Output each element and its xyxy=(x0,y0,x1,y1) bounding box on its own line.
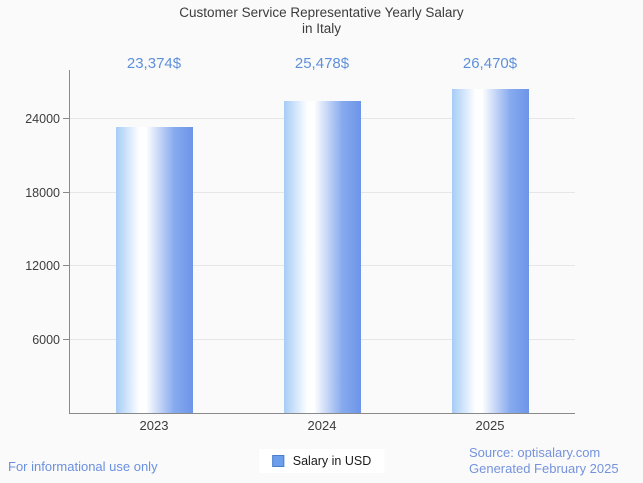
y-axis-tick xyxy=(63,265,69,266)
legend-label: Salary in USD xyxy=(292,454,372,468)
x-axis-label-2023: 2023 xyxy=(139,418,169,433)
chart-title-line1: Customer Service Representative Yearly S… xyxy=(179,5,464,20)
bar-value-label-2024: 25,478$ xyxy=(294,55,350,72)
y-axis-label: 18000 xyxy=(25,185,60,200)
y-axis-label: 24000 xyxy=(25,112,60,126)
y-axis-label: 6000 xyxy=(32,332,60,347)
x-axis-label-2024: 2024 xyxy=(307,418,337,433)
source-line[interactable]: Source: optisalary.com xyxy=(469,445,601,460)
legend-marker-square-icon xyxy=(271,455,284,467)
chart-title-line2: in Italy xyxy=(301,21,342,36)
bar-2024[interactable] xyxy=(284,100,361,413)
y-axis-tick xyxy=(63,191,69,193)
y-axis-tick xyxy=(63,338,69,340)
plot-area: 6000 12000 18000 24000 xyxy=(25,70,575,414)
disclaimer-text: For informational use only xyxy=(8,459,158,474)
chart-title: Customer Service Representative Yearly S… xyxy=(0,5,643,37)
bar-value-label-2025: 26,470$ xyxy=(462,55,518,72)
source-attribution: Source: optisalary.com Generated Februar… xyxy=(469,445,619,476)
bar-2023[interactable] xyxy=(116,126,193,413)
bar-value-label-2023: 23,374$ xyxy=(126,55,182,72)
x-axis-label-2025: 2025 xyxy=(475,418,505,433)
bar-2025[interactable] xyxy=(452,88,529,413)
y-axis-label: 12000 xyxy=(25,259,60,273)
legend: Salary in USD xyxy=(258,449,385,473)
generated-date-line: Generated February 2025 xyxy=(469,460,619,476)
y-axis-tick xyxy=(63,118,69,119)
